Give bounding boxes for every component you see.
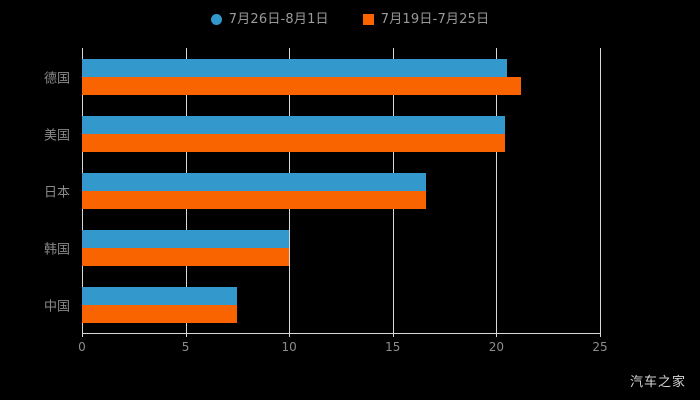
bar-3-series-1[interactable] (82, 247, 290, 266)
bar-1-series-1[interactable] (82, 133, 505, 152)
bar-1-series-0[interactable] (82, 115, 505, 134)
bar-4-series-0[interactable] (82, 286, 238, 305)
category-label-1: 美国 (43, 128, 70, 143)
category-label-2: 日本 (43, 185, 70, 200)
bar-2-series-1[interactable] (82, 190, 426, 209)
bar-0-series-1[interactable] (82, 76, 522, 95)
square-marker-icon (362, 13, 374, 25)
bar-0-series-0[interactable] (82, 58, 507, 77)
x-tick-mark-15 (392, 333, 394, 337)
legend-item-series-1[interactable]: 7月19日-7月25日 (362, 11, 490, 27)
x-tick-label-10: 10 (281, 340, 297, 354)
x-tick-label-15: 15 (385, 340, 401, 354)
x-tick-mark-25 (600, 333, 601, 337)
x-tick-mark-10 (289, 333, 291, 337)
x-tick-label-25: 25 (592, 340, 608, 354)
legend-label-series-0: 7月26日-8月1日 (228, 11, 329, 27)
bar-4-series-1[interactable] (82, 304, 238, 323)
x-tick-mark-5 (185, 333, 187, 337)
plot-area (82, 48, 601, 333)
chart-legend: 7月26日-8月1日 7月19日-7月25日 (0, 8, 700, 30)
x-tick-label-5: 5 (181, 340, 190, 354)
x-tick-label-20: 20 (488, 340, 505, 354)
category-label-0: 德国 (43, 71, 70, 86)
bar-2-series-0[interactable] (82, 172, 426, 191)
x-tick-mark-0 (82, 333, 83, 337)
category-label-4: 中国 (43, 299, 70, 314)
x-tick-label-0: 0 (78, 340, 86, 354)
bar-3-series-0[interactable] (82, 229, 290, 248)
circle-marker-icon (210, 13, 222, 25)
gridline-25 (600, 48, 601, 333)
gridline-20 (496, 48, 498, 333)
legend-label-series-1: 7月19日-7月25日 (380, 11, 490, 27)
x-tick-mark-20 (496, 333, 498, 337)
legend-item-series-0[interactable]: 7月26日-8月1日 (210, 11, 329, 27)
x-axis-line (82, 333, 601, 334)
watermark: 汽车之家 (629, 375, 686, 390)
category-label-3: 韩国 (43, 242, 70, 257)
